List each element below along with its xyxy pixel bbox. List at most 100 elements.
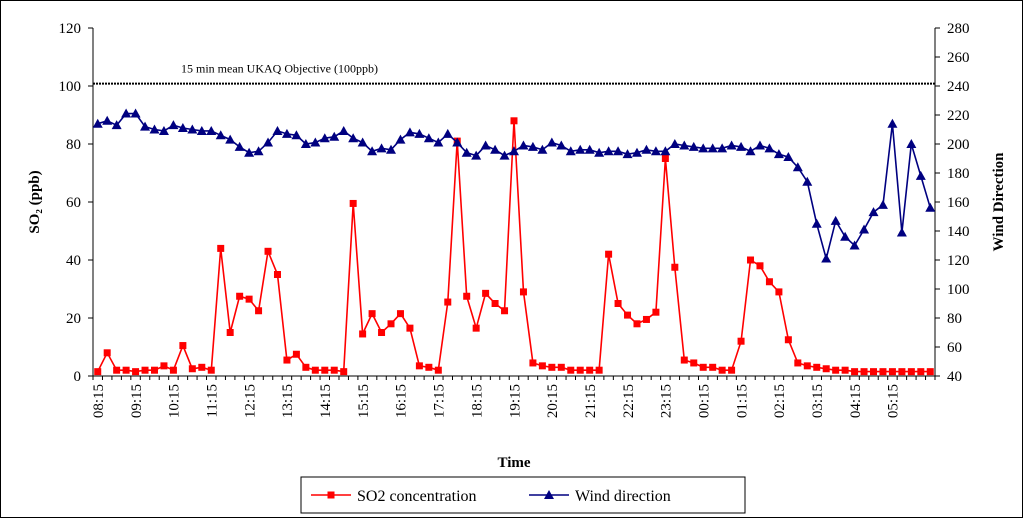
point-so2 (264, 247, 272, 255)
point-wind (859, 224, 870, 234)
point-so2 (803, 362, 811, 370)
point-wind (102, 115, 113, 125)
point-wind (802, 176, 813, 186)
y2-tick-label: 140 (947, 224, 970, 240)
point-wind (840, 231, 851, 241)
x-tick-label: 09:15 (129, 384, 145, 418)
point-so2 (122, 366, 130, 374)
point-so2 (501, 307, 509, 315)
point-so2 (463, 292, 471, 300)
y2-tick-label: 120 (947, 253, 970, 269)
point-so2 (747, 256, 755, 264)
point-wind (300, 139, 311, 148)
y2-tick-label: 160 (947, 195, 970, 211)
x-tick-label: 13:15 (280, 384, 296, 418)
point-so2 (245, 295, 253, 303)
x-tick-label: 16:15 (394, 384, 410, 418)
point-wind (736, 141, 747, 151)
x-tick-label: 18:15 (469, 384, 485, 418)
point-so2 (359, 330, 367, 338)
point-wind (348, 133, 359, 143)
point-wind (773, 149, 784, 159)
point-so2 (728, 366, 736, 374)
point-wind (565, 146, 576, 156)
y2-tick-label: 180 (947, 166, 970, 182)
legend-so2-marker (327, 491, 335, 499)
point-wind (253, 146, 264, 156)
y-tick-label: 20 (66, 311, 81, 327)
x-tick-label: 01:15 (734, 384, 750, 418)
point-so2 (633, 320, 641, 328)
x-tick-label: 11:15 (205, 384, 221, 418)
point-wind (244, 147, 255, 157)
x-tick-label: 08:15 (91, 384, 107, 418)
point-so2 (387, 320, 395, 328)
point-wind (291, 130, 302, 140)
legend-wind-label: Wind direction (575, 488, 671, 505)
point-so2 (784, 336, 792, 344)
point-wind (650, 146, 661, 156)
point-so2 (321, 366, 329, 374)
point-wind (603, 146, 614, 156)
point-wind (395, 134, 406, 144)
point-so2 (472, 324, 480, 332)
point-so2 (491, 300, 499, 307)
point-so2 (557, 363, 565, 371)
point-so2 (378, 329, 386, 336)
point-wind (196, 125, 207, 135)
point-so2 (113, 366, 121, 374)
y2-tick-label: 280 (947, 21, 970, 37)
point-so2 (586, 366, 594, 374)
y2-tick-label: 40 (947, 369, 962, 385)
x-tick-label: 12:15 (242, 384, 258, 418)
point-wind (537, 144, 548, 154)
point-so2 (169, 366, 177, 374)
point-so2 (898, 368, 906, 376)
x-tick-label: 05:15 (886, 384, 902, 418)
x-tick-label: 14:15 (318, 384, 334, 418)
y2-tick-label: 220 (947, 108, 970, 124)
x-axis-title: Time (497, 455, 530, 471)
point-so2 (236, 292, 244, 300)
point-wind (490, 144, 501, 154)
point-so2 (671, 263, 679, 271)
y2-tick-label: 200 (947, 137, 970, 153)
point-so2 (860, 368, 868, 376)
point-so2 (756, 262, 764, 270)
x-tick-label: 15:15 (356, 384, 372, 418)
point-so2 (888, 368, 896, 376)
point-so2 (311, 366, 319, 374)
point-wind (272, 125, 283, 135)
legend-wind-marker (544, 490, 554, 499)
point-so2 (917, 368, 925, 376)
point-wind (527, 141, 538, 151)
legend-so2-label: SO2 concentration (357, 488, 477, 505)
point-so2 (510, 117, 518, 125)
point-wind (263, 137, 274, 147)
point-wind (310, 137, 321, 147)
point-wind (669, 139, 680, 148)
point-wind (698, 143, 709, 153)
point-wind (215, 130, 226, 140)
point-wind (225, 134, 236, 144)
point-so2 (482, 289, 490, 297)
point-so2 (160, 362, 168, 370)
point-wind (688, 141, 699, 151)
point-so2 (680, 356, 688, 364)
point-wind (140, 121, 151, 131)
point-so2 (529, 359, 537, 367)
point-wind (726, 140, 737, 150)
point-wind (357, 137, 368, 147)
point-so2 (709, 363, 717, 371)
point-wind (111, 120, 122, 130)
point-wind (499, 150, 510, 160)
x-tick-label: 21:15 (583, 384, 599, 418)
point-wind (556, 140, 567, 150)
point-wind (376, 143, 387, 153)
point-wind (811, 218, 822, 228)
point-so2 (624, 311, 632, 319)
point-wind (433, 137, 444, 147)
point-wind (509, 146, 519, 156)
point-so2 (851, 368, 859, 376)
